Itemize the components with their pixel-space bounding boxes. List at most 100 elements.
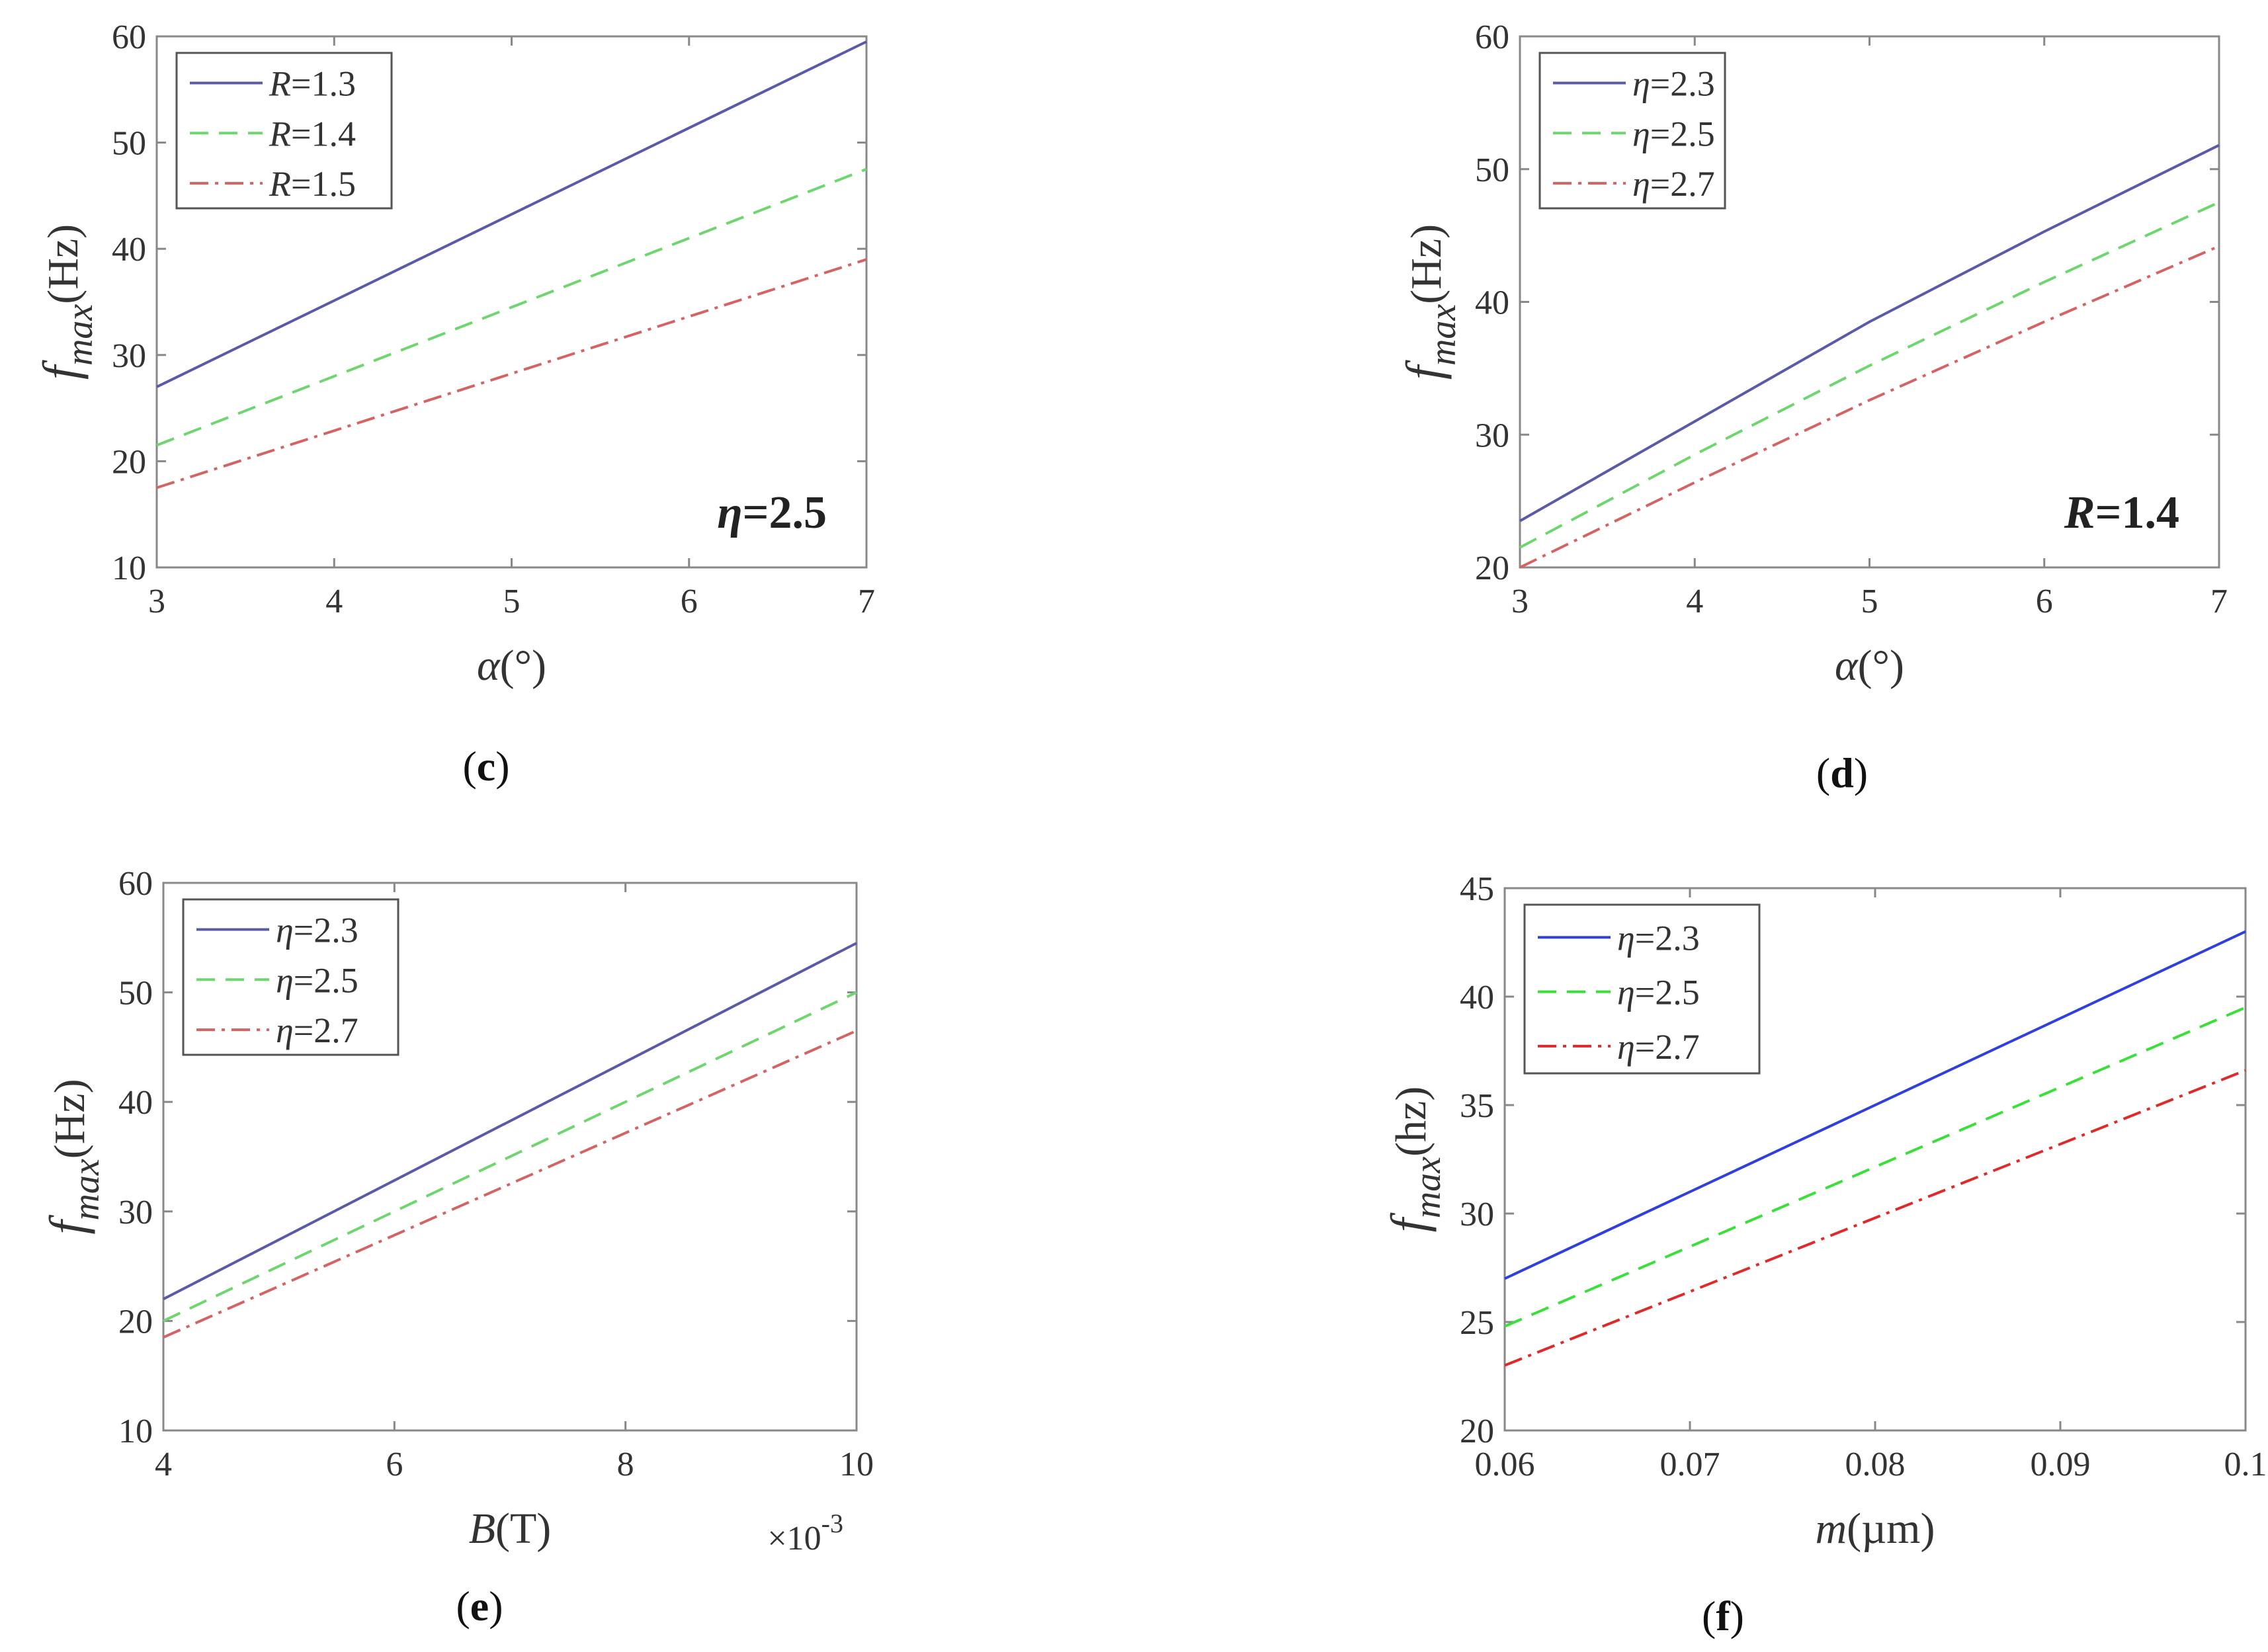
- y-axis-subscript: max: [60, 304, 101, 366]
- x-axis-symbol: m: [1816, 1505, 1847, 1553]
- y-tick-label: 40: [112, 231, 146, 268]
- x-tick-label: 7: [2210, 583, 2228, 620]
- x-axis-multiplier: ×10-3: [767, 1508, 843, 1557]
- legend-symbol: R: [269, 164, 291, 204]
- y-axis-subscript: max: [1423, 304, 1464, 366]
- x-tick-label: 5: [503, 583, 521, 620]
- x-axis-symbol: α: [1835, 641, 1859, 690]
- y-tick-label: 10: [118, 1413, 153, 1450]
- legend-entry-3: η=2.7: [1632, 164, 1715, 204]
- x-tick-label: 6: [2036, 583, 2053, 620]
- y-tick-label: 20: [1460, 1413, 1494, 1450]
- x-axis-symbol: B: [469, 1505, 495, 1553]
- legend-value: =1.4: [291, 114, 356, 153]
- legend-value: =2.5: [1650, 114, 1715, 153]
- panel-label-close: ): [1854, 749, 1868, 796]
- y-tick-label: 20: [112, 443, 146, 481]
- x-axis-unit: (°): [1858, 641, 1904, 690]
- legend-symbol: η: [1632, 164, 1650, 204]
- panel-label-open: (: [1702, 1592, 1716, 1639]
- x-axis-unit: (°): [500, 641, 546, 690]
- panel-label: (d): [1816, 749, 1868, 796]
- legend-symbol: η: [1617, 973, 1635, 1012]
- legend-value: =2.5: [294, 960, 358, 1000]
- multiplier-base: ×10: [767, 1520, 821, 1557]
- legend-value: =2.3: [294, 910, 358, 950]
- legend-symbol: η: [1632, 63, 1650, 103]
- y-tick-label: 50: [1475, 151, 1509, 189]
- plot-annotation: R=1.4: [2064, 487, 2179, 538]
- y-tick-label: 40: [1460, 979, 1494, 1016]
- x-tick-label: 3: [1511, 583, 1529, 620]
- x-tick-label: 6: [386, 1446, 403, 1483]
- legend-entry-2: η=2.5: [1617, 973, 1700, 1012]
- series-line-3: [156, 258, 867, 489]
- legend-value: =2.3: [1650, 63, 1715, 103]
- legend-box: [182, 898, 399, 1056]
- chart-panel-d: 3 4 5 6 72030405060η=2.3η=2.5η=2.7R=1.4α(°)f…: [1396, 19, 2228, 796]
- legend-value: =2.5: [1635, 973, 1700, 1012]
- panel-label: (f): [1702, 1592, 1744, 1639]
- y-axis-unit: (Hz): [39, 224, 87, 304]
- x-tick-label: 0.06: [1475, 1446, 1535, 1483]
- chart-panel-c: 3 4 5 6 7102030405060R=1.3R=1.4R=1.5η=2.5α(°…: [33, 19, 875, 790]
- panel-label-close: ): [495, 743, 509, 790]
- annotation-value: =1.4: [2095, 487, 2179, 538]
- x-axis-label: α(°): [477, 641, 546, 690]
- legend-entry-3: η=2.7: [1617, 1027, 1700, 1067]
- x-tick-label: 0.1: [2224, 1446, 2267, 1483]
- series-line-2: [156, 167, 867, 447]
- x-tick-label: 3: [148, 583, 165, 620]
- legend-entry-1: η=2.3: [1617, 918, 1700, 958]
- x-axis-label: α(°): [1835, 641, 1904, 690]
- legend-value: =2.7: [294, 1011, 358, 1050]
- legend-box: [175, 52, 393, 210]
- y-tick-label: 40: [118, 1084, 153, 1122]
- panel-label-open: (: [456, 1583, 470, 1630]
- panel-label-letter: c: [477, 743, 495, 790]
- legend-value: =2.7: [1650, 164, 1715, 204]
- y-axis-subscript: max: [1407, 1157, 1449, 1218]
- y-tick-label: 60: [1475, 19, 1509, 56]
- series-line-2: [163, 991, 857, 1323]
- y-axis-label: fmax(Hz): [1396, 224, 1464, 380]
- x-tick-label: 10: [839, 1446, 874, 1483]
- chart-panel-f: 0.06 0.07 0.08 0.09 0.1202530354045η=2.3η=2.…: [1381, 870, 2267, 1639]
- legend-value: =1.5: [291, 164, 356, 204]
- x-axis-unit: (µm): [1847, 1505, 1935, 1553]
- legend-value: =2.7: [1635, 1027, 1700, 1067]
- y-tick-label: 20: [1475, 550, 1509, 587]
- legend-symbol: η: [1632, 114, 1650, 153]
- legend-entry-3: η=2.7: [276, 1011, 358, 1050]
- y-tick-label: 50: [118, 975, 153, 1012]
- legend-symbol: η: [276, 960, 294, 1000]
- x-tick-label: 7: [858, 583, 875, 620]
- legend-symbol: η: [276, 910, 294, 950]
- y-tick-label: 10: [112, 550, 146, 587]
- y-tick-label: 30: [112, 337, 146, 375]
- panel-label-open: (: [462, 743, 476, 790]
- x-tick-label: 0.09: [2031, 1446, 2091, 1483]
- series-line-2: [1519, 201, 2220, 549]
- y-axis-label: fmax(hz): [1381, 1087, 1449, 1233]
- annotation-symbol: η: [717, 487, 742, 538]
- y-tick-label: 40: [1475, 284, 1509, 322]
- y-tick-label: 30: [1475, 417, 1509, 454]
- legend-symbol: R: [269, 63, 291, 103]
- x-tick-label: 0.08: [1845, 1446, 1906, 1483]
- panel-label-open: (: [1816, 749, 1830, 796]
- panel-label-letter: d: [1830, 749, 1854, 796]
- x-tick-label: 4: [1686, 583, 1703, 620]
- panel-label-close: ): [489, 1583, 503, 1630]
- y-tick-label: 30: [118, 1194, 153, 1231]
- panel-label: (c): [462, 743, 509, 790]
- y-axis-unit: (hz): [1387, 1087, 1435, 1157]
- legend-entry-3: R=1.5: [269, 164, 356, 204]
- legend-entry-1: η=2.3: [276, 910, 358, 950]
- x-tick-label: 5: [1861, 583, 1878, 620]
- panel-label-close: ): [1730, 1592, 1744, 1639]
- series-line-1: [156, 40, 867, 388]
- legend-symbol: η: [1617, 918, 1635, 958]
- legend-symbol: η: [276, 1011, 294, 1050]
